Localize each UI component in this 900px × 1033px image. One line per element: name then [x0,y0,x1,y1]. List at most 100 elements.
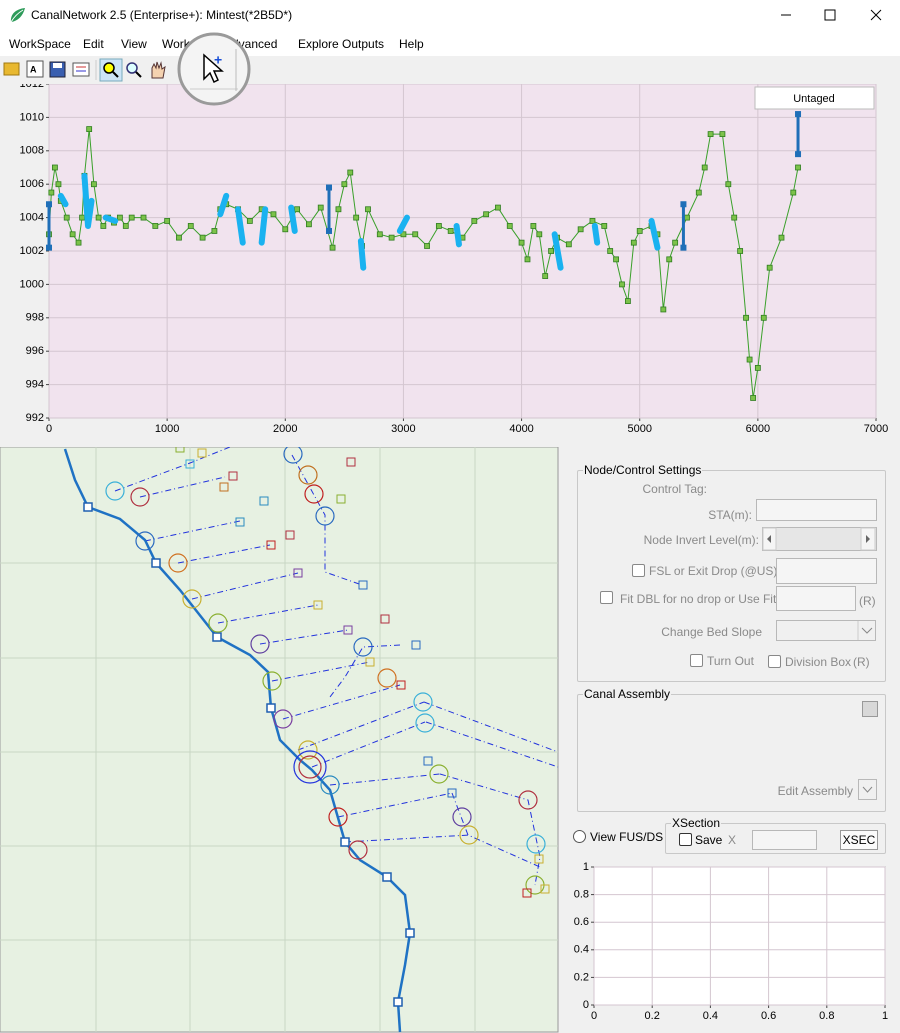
node-marker [518,239,525,246]
y-tick-label: 1012 [20,84,44,90]
y-tick-label: 0.4 [574,944,589,956]
y-tick-label: 1008 [20,145,44,157]
canal-assembly-group: Canal Assembly [577,687,886,812]
node-marker [187,223,194,229]
node-marker [625,298,631,305]
node-marker [424,243,430,249]
window-controls[interactable] [760,0,900,30]
node-marker [483,211,490,218]
node-marker [548,248,555,254]
profile-chart: 0 1000 2000 3000 4000 5000 6000 7000 992 994 996 99… [20,84,888,435]
node-marker [335,206,342,213]
node-marker [48,189,55,196]
stem-end [325,227,332,234]
stem-end [795,111,802,118]
node-marker [376,231,383,238]
stem-end [325,184,332,191]
menu-item[interactable]: Work [162,37,190,51]
magnifier: + [177,32,251,106]
label: Division Box [785,655,852,669]
label: View FUS/DS [590,830,664,844]
node-marker [152,223,159,229]
assembly-button[interactable] [862,701,878,717]
node-marker [341,181,348,188]
node-marker [55,181,62,188]
svg-text:A: A [30,64,37,74]
node-marker [435,223,442,229]
node-marker [660,306,667,313]
node-marker [400,231,407,238]
node-marker [412,231,419,238]
label: X [728,833,737,847]
node-marker [542,273,549,279]
assembly-dropdown[interactable] [858,779,878,801]
node-marker [636,228,643,234]
x-tick-label: 0.8 [819,1010,834,1022]
stem-end [46,201,52,208]
untaged-button[interactable] [754,86,875,110]
stem-end [680,244,687,251]
node-marker [199,234,206,241]
node-settings-group: Node/Control Settings [577,463,886,682]
x-input[interactable] [752,830,817,850]
xsection-chart: 0 0.2 0.4 0.6 0.8 1 0 0.2 0.4 0.6 0.8 1 [574,861,888,1022]
node-marker [607,248,614,254]
y-tick-label: 0.6 [574,916,589,928]
node-marker [347,169,354,176]
x-tick-label: 2000 [273,423,297,435]
node-marker [69,231,76,238]
x-tick-label: 0.2 [645,1010,660,1022]
node-marker [79,214,85,221]
checkbox[interactable] [632,564,645,577]
menu-item[interactable]: Explore Outputs [298,37,385,51]
group-title: XSection [671,816,722,830]
y-tick-label: 0.8 [574,889,589,901]
untaged-label: Untaged [793,93,835,105]
node-marker [270,211,277,218]
xsec-button[interactable]: XSEC [840,830,878,850]
node-marker [731,214,738,221]
node-marker [524,256,531,263]
invert-slider[interactable] [762,527,877,552]
node-marker [695,189,702,196]
node-marker [725,181,732,188]
network-map[interactable] [0,447,559,1033]
node-marker [329,244,336,251]
node-marker [100,223,107,229]
node-marker [128,214,135,221]
bed-slope-combo[interactable] [776,620,877,642]
checkbox[interactable] [600,591,613,604]
menu-item[interactable]: WorkSpace [9,37,71,51]
label: Edit Assembly [777,784,853,798]
menu-item[interactable]: Edit [83,37,104,51]
node-marker [536,231,543,238]
stem-end [795,151,802,158]
menu-item[interactable]: View [121,37,147,51]
checkbox[interactable] [679,833,692,846]
toolbar[interactable]: A [0,56,260,84]
node-marker [684,214,690,221]
sta-input[interactable] [756,499,877,521]
node-marker [766,264,773,271]
node-marker [619,281,625,288]
node-marker [701,164,708,171]
fit-input[interactable] [776,586,856,611]
label: Control Tag: [642,482,707,496]
radio[interactable] [573,830,586,843]
checkbox[interactable] [768,655,781,668]
xsection-group: XSection [665,816,886,854]
title-bar [0,0,900,30]
x-tick-label: 0 [46,423,52,435]
y-tick-label: 1002 [20,245,44,257]
plot-area [593,866,886,1006]
node-marker [246,218,253,224]
menu-item[interactable]: Help [399,37,424,51]
node-marker [52,164,58,171]
fsl-input[interactable] [776,558,877,584]
svg-text:+: + [214,52,222,68]
y-tick-label: 0 [583,999,589,1011]
node-marker [737,248,744,254]
checkbox[interactable] [690,654,703,667]
node-marker [495,204,501,211]
node-marker [86,126,93,132]
